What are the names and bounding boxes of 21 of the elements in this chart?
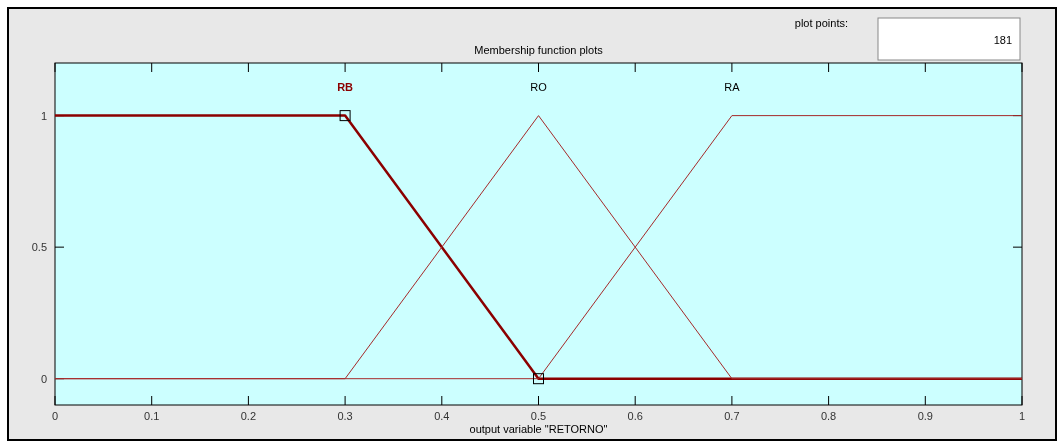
x-tick-label: 0.2	[240, 410, 257, 422]
y-tick-label: 0.5	[31, 241, 47, 254]
x-tick-label: 0.9	[917, 410, 933, 422]
x-tick-label: 0.7	[724, 410, 740, 422]
x-tick-label: 0.1	[144, 410, 160, 422]
y-tick-label: 1	[40, 109, 47, 122]
x-tick-label: 0.3	[337, 410, 353, 422]
text: RA	[724, 80, 741, 93]
x-tick-label: 0	[51, 410, 59, 422]
y-tick-label: 0	[40, 372, 47, 385]
x-axis-title: output variable "RETORNO"	[469, 423, 608, 435]
text: RB	[337, 80, 354, 93]
x-tick-label: 1	[1018, 410, 1026, 422]
chart-title: Membership function plots	[474, 44, 604, 56]
x-tick-label: 0.6	[627, 410, 643, 422]
text: 181	[993, 34, 1012, 46]
text: RO	[530, 80, 548, 93]
x-tick-label: 0.8	[820, 410, 837, 422]
text: plot points:	[794, 17, 848, 29]
x-tick-label: 0.4	[434, 410, 450, 422]
x-tick-label: 0.5	[530, 410, 547, 422]
